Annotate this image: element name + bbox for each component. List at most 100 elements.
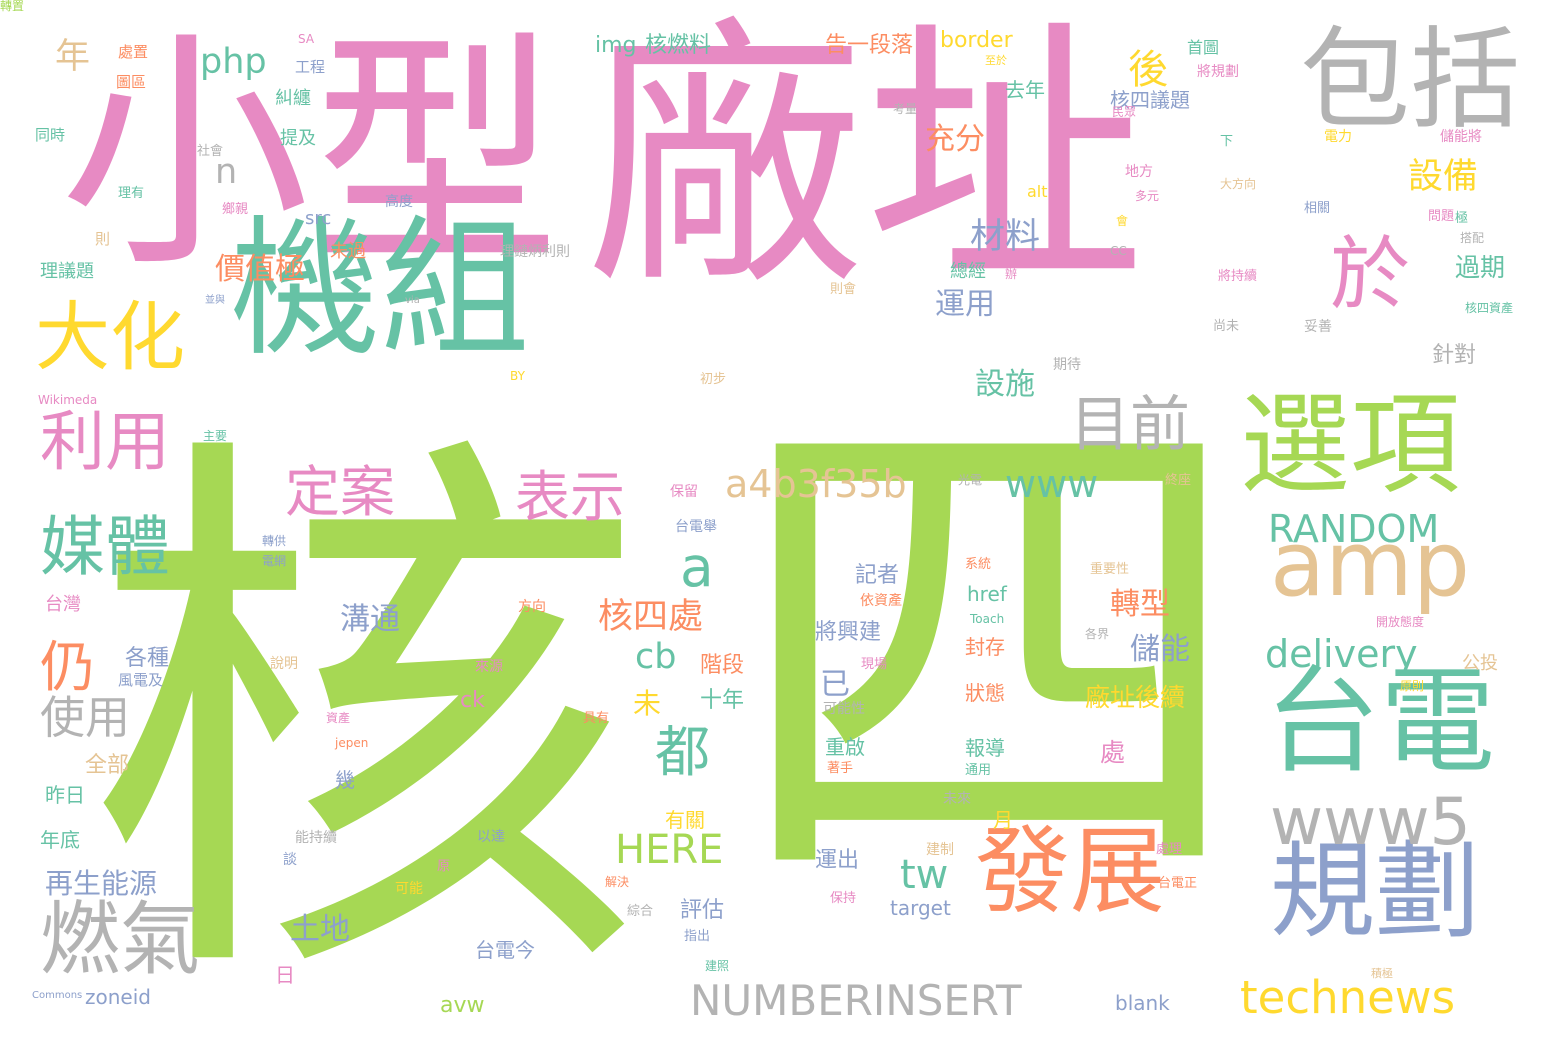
word-114: 期待 — [1053, 357, 1081, 373]
word-41: 價值極 — [215, 252, 305, 287]
word-153: Commons — [32, 990, 83, 1001]
word-27: www — [1005, 462, 1099, 506]
word-123: 依資產 — [860, 593, 902, 609]
word-13: 利用 — [40, 405, 171, 480]
word-58: 核燃料 — [645, 33, 712, 58]
word-164: 多元 — [1135, 189, 1160, 203]
word-15: 燃氣 — [40, 893, 200, 986]
word-71: 昨日 — [45, 783, 85, 807]
word-47: 轉型 — [1110, 587, 1170, 622]
word-103: 社會 — [197, 144, 224, 159]
word-40: 年 — [55, 37, 91, 77]
word-102: 工程 — [295, 58, 326, 76]
word-55: 十年 — [700, 688, 745, 713]
word-115: 保留 — [670, 484, 698, 500]
word-166: 相關 — [1304, 201, 1331, 216]
word-143: 建制 — [926, 842, 954, 858]
word-68: alt — [1027, 182, 1048, 201]
word-127: 方向 — [518, 599, 546, 615]
word-60: border — [940, 28, 1013, 53]
word-147: 台電正 — [1158, 876, 1198, 891]
word-46: 針對 — [1432, 343, 1477, 368]
word-73: zoneid — [85, 985, 151, 1009]
word-173: 將持續 — [1218, 269, 1258, 284]
word-8: 台電 — [1265, 655, 1496, 789]
word-159: 下 — [1220, 134, 1234, 149]
word-165: 會 — [1116, 214, 1129, 228]
word-144: 處理 — [1156, 842, 1183, 857]
word-86: 已 — [820, 667, 850, 702]
word-133: 資產 — [326, 711, 351, 725]
word-7: 選項 — [1240, 381, 1460, 509]
word-24: technews — [1240, 971, 1456, 1024]
word-128: 說明 — [270, 656, 298, 672]
word-139: 能持續 — [295, 830, 337, 846]
word-171: 則會 — [830, 282, 857, 297]
word-29: delivery — [1265, 632, 1418, 676]
word-145: 可能 — [395, 881, 423, 897]
word-34: HERE — [615, 827, 724, 873]
word-169: 搭配 — [1460, 231, 1485, 245]
word-81: 重啟 — [825, 735, 865, 759]
word-111: 主要 — [203, 429, 228, 443]
word-151: 建照 — [705, 959, 730, 973]
word-53: 各種 — [125, 646, 170, 671]
word-21: 都 — [655, 720, 711, 784]
word-150: 指出 — [684, 929, 711, 944]
word-56: 評估 — [680, 898, 725, 923]
word-117: 終座 — [1165, 473, 1192, 488]
word-82: 報導 — [965, 736, 1005, 760]
word-135: 著手 — [827, 761, 854, 776]
word-59: 告一段落 — [825, 33, 914, 58]
word-62: 核四議題 — [1110, 88, 1190, 112]
word-48: 儲能 — [1130, 632, 1190, 667]
word-155: 將規劃 — [1197, 64, 1239, 80]
word-50: 再生能源 — [45, 867, 158, 900]
word-66: 未過 — [330, 241, 366, 262]
word-90: 月 — [993, 808, 1013, 832]
word-26: a4b3f35b — [725, 462, 907, 506]
word-35: tw — [900, 852, 949, 898]
word-45: 過期 — [1455, 253, 1506, 282]
word-141: 以達 — [477, 829, 505, 845]
word-78: 運出 — [815, 848, 860, 873]
word-18: 目前 — [1070, 390, 1190, 460]
word-28: RANDOM — [1268, 507, 1440, 551]
word-61: 去年 — [1005, 78, 1045, 102]
word-142: 原 — [437, 859, 451, 874]
word-31: 後 — [1128, 47, 1168, 93]
word-96: 則 — [95, 230, 111, 248]
word-84: 封存 — [965, 635, 1005, 659]
word-51: 土地 — [290, 912, 350, 947]
word-63: 提及 — [280, 128, 316, 149]
word-99: 處置 — [118, 43, 149, 61]
word-146: 解決 — [605, 875, 630, 889]
word-88: 有關 — [665, 808, 705, 832]
word-77: target — [890, 896, 951, 920]
word-158: 民眾 — [1112, 105, 1137, 119]
word-1: 核 — [85, 394, 645, 1046]
word-154: 首圖 — [1187, 38, 1220, 57]
word-79: 將興建 — [815, 620, 882, 645]
word-106: 高度 — [385, 194, 413, 210]
word-5: 機組 — [230, 203, 531, 377]
word-157: 考量 — [893, 102, 918, 116]
word-107: 理鏈炳利則 — [500, 244, 570, 260]
word-65: src — [305, 208, 332, 229]
word-177: 轉置 — [0, 0, 25, 13]
word-120: 電網 — [262, 554, 287, 568]
word-100: 圖區 — [116, 73, 147, 91]
word-149: 保持 — [830, 891, 857, 906]
word-20: 定案 — [285, 460, 396, 524]
word-105: 鄉親 — [222, 202, 249, 217]
word-36: cb — [635, 637, 677, 677]
word-30: 設備 — [1408, 157, 1479, 197]
word-121: 系統 — [965, 557, 992, 572]
word-168: 極 — [1455, 211, 1469, 226]
word-69: 台灣 — [45, 594, 81, 615]
word-42: 充分 — [925, 122, 985, 157]
word-132: 具有 — [583, 711, 610, 726]
word-87: 未 — [633, 687, 662, 720]
word-89: ck — [460, 688, 485, 713]
